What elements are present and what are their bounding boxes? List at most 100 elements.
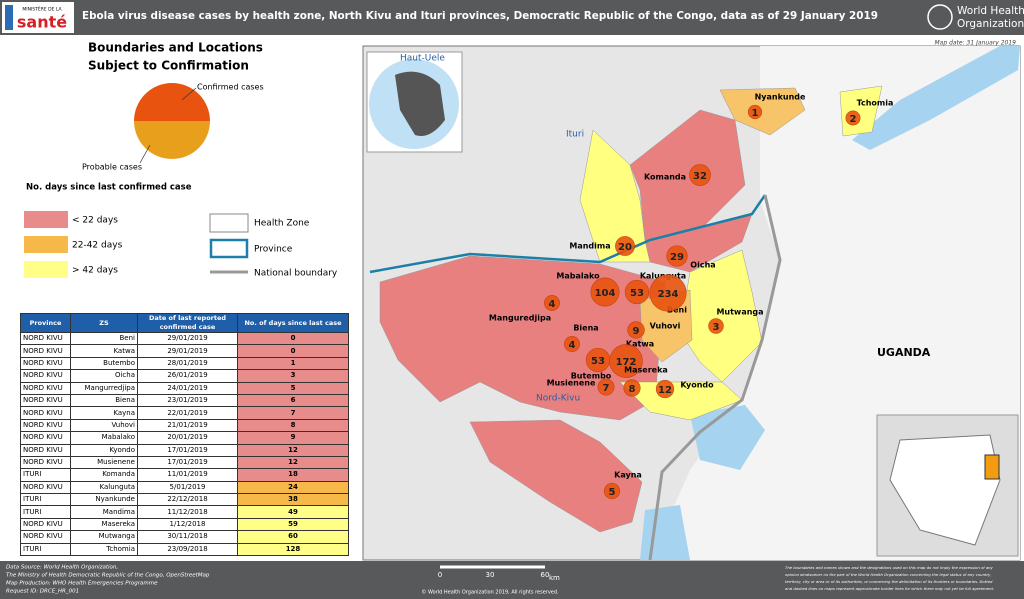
table-row: NORD KIVU Mabalako 20/01/2019 9 xyxy=(20,431,349,445)
table-cell: Beni xyxy=(70,331,138,346)
header-bar xyxy=(0,0,1024,35)
zone-name: Mutwanga xyxy=(716,308,763,317)
zone-name: Manguredjipa xyxy=(489,314,551,323)
copyright: © World Health Organization 2019, All ri… xyxy=(421,589,559,596)
table-cell: NORD KIVU xyxy=(20,480,71,495)
drc-shape xyxy=(889,434,1001,546)
table-cell: 22/12/2018 xyxy=(137,493,238,507)
title: Ebola virus disease cases by health zone… xyxy=(82,10,878,22)
table-cell: Tchomia xyxy=(70,542,138,557)
table-cell: NORD KIVU xyxy=(20,455,71,470)
table-cell: 6 xyxy=(237,393,349,408)
table-cell: 12 xyxy=(237,455,349,470)
zone-name: Nyankunde xyxy=(755,93,806,102)
case-circle xyxy=(544,295,560,311)
table-cell: NORD KIVU xyxy=(20,344,71,358)
swatch xyxy=(24,261,68,278)
lake-albert xyxy=(852,46,1020,150)
case-circle xyxy=(655,379,675,399)
table-cell: NORD KIVU xyxy=(20,517,71,532)
case-circle xyxy=(615,236,635,256)
table-cell: NORD KIVU xyxy=(20,431,71,445)
leader xyxy=(181,87,197,101)
table-cell: 23/09/2018 xyxy=(137,542,238,557)
case-circle xyxy=(845,110,861,126)
table-cell: Kayna xyxy=(70,406,138,420)
zone-name: Katwa xyxy=(626,340,654,349)
table-cell: 26/01/2019 xyxy=(137,369,238,383)
case-circle xyxy=(649,274,687,312)
pie-probable xyxy=(134,121,210,159)
table-cell: 0 xyxy=(237,331,349,346)
case-circle xyxy=(585,347,611,373)
case-count: 3 xyxy=(713,322,720,333)
swatch xyxy=(24,211,68,228)
table-cell: Butembo xyxy=(70,356,138,371)
table-row: ITURI Nyankunde 22/12/2018 38 xyxy=(20,493,349,507)
column-header: Province xyxy=(20,313,71,333)
confirmed-label: Confirmed cases xyxy=(197,83,264,92)
table-cell: Oicha xyxy=(70,369,138,383)
table-cell: 5/01/2019 xyxy=(137,480,238,495)
case-count: 4 xyxy=(569,340,576,351)
table-row: ITURI Mandima 11/12/2018 49 xyxy=(20,505,349,519)
zone-name: Komanda xyxy=(644,173,686,182)
boundary-label: Province xyxy=(254,245,293,255)
zone xyxy=(629,109,746,241)
zone-name: Tchomia xyxy=(857,99,894,108)
disclaimer-line: The boundaries and names shown and the d… xyxy=(785,565,994,570)
legend-title: Subject to Confirmation xyxy=(88,59,249,73)
case-circle xyxy=(597,378,615,396)
globe-land xyxy=(395,71,445,136)
table-cell: Vuhovi xyxy=(70,418,138,433)
case-count: 7 xyxy=(603,383,610,394)
table-cell: 18 xyxy=(237,468,349,482)
table-cell: Komanda xyxy=(70,468,138,482)
boundary-label: National boundary xyxy=(254,269,338,279)
table-row: ITURI Tchomia 23/09/2018 128 xyxy=(20,542,349,557)
table-cell: 11/01/2019 xyxy=(137,468,238,482)
table-cell: 24/01/2019 xyxy=(137,381,238,395)
table-row: NORD KIVU Mutwanga 30/11/2018 60 xyxy=(20,530,349,544)
table-cell: NORD KIVU xyxy=(20,443,71,457)
case-count: 53 xyxy=(591,356,605,367)
table-row: NORD KIVU Musienene 17/01/2019 12 xyxy=(20,455,349,470)
table-cell: NORD KIVU xyxy=(20,393,71,408)
flag-mark xyxy=(5,5,13,30)
days-label: < 22 days xyxy=(72,216,118,226)
case-circle xyxy=(708,318,724,334)
table-row: NORD KIVU Mangurredjipa 24/01/2019 5 xyxy=(20,381,349,395)
case-circle xyxy=(624,279,650,305)
case-count: 172 xyxy=(616,357,637,368)
table-cell: 5 xyxy=(237,381,349,395)
case-count: 234 xyxy=(658,289,679,300)
zone-name: Butembo xyxy=(571,372,612,381)
table-row: NORD KIVU Katwa 29/01/2019 0 xyxy=(20,344,349,358)
table-cell: Mabalako xyxy=(70,431,138,445)
disclaimer-line: opinion whatsoever on the part of the Wo… xyxy=(785,572,991,577)
source-line: Data Source: World Health Organization, xyxy=(6,565,118,571)
region-label: Nord-Kivu xyxy=(536,394,580,404)
table-cell: 22/01/2019 xyxy=(137,406,238,420)
table-cell: 9 xyxy=(237,431,349,445)
case-count: 29 xyxy=(670,252,684,263)
column-header: ZS xyxy=(70,313,138,333)
region-label: Haut-Uele xyxy=(400,54,445,64)
table-row: NORD KIVU Vuhovi 21/01/2019 8 xyxy=(20,418,349,433)
table-row: ITURI Komanda 11/01/2019 18 xyxy=(20,468,349,482)
zone-swatch xyxy=(209,213,249,233)
column-header: Date of last reported confirmed case xyxy=(137,313,238,333)
table-cell: 3 xyxy=(237,369,349,383)
table-cell: 28/01/2019 xyxy=(137,356,238,371)
table-cell: 29/01/2019 xyxy=(137,344,238,358)
case-count: 1 xyxy=(752,108,759,119)
map: Haut-Uele Ituri Nord-Kivu UGANDA Nyankun… xyxy=(362,45,1021,561)
days-title: No. days since last confirmed case xyxy=(26,183,192,193)
case-count: 53 xyxy=(630,288,644,299)
column-header: No. of days since last case xyxy=(237,313,349,333)
table-cell: 38 xyxy=(237,493,349,507)
table-cell: Masereka xyxy=(70,517,138,532)
zone-name: Kayna xyxy=(614,471,642,480)
table-cell: 23/01/2019 xyxy=(137,393,238,408)
